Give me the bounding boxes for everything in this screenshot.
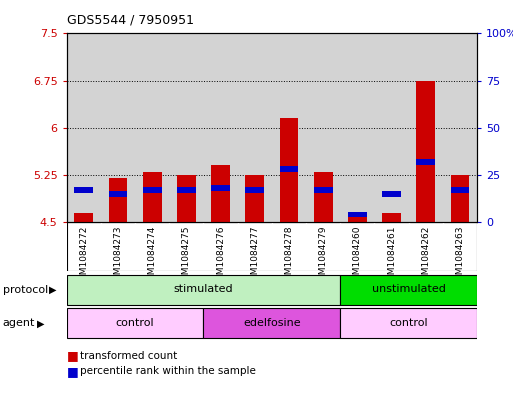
Text: stimulated: stimulated (174, 284, 233, 294)
Text: ▶: ▶ (49, 285, 56, 295)
Bar (417, 159, 435, 165)
Bar (417, 81, 435, 222)
Bar (382, 191, 401, 196)
Bar (109, 191, 127, 196)
Bar (67, 33, 101, 222)
Bar (67, 308, 204, 338)
Bar (177, 175, 196, 222)
Bar (67, 275, 340, 305)
Bar (314, 172, 332, 222)
Text: transformed count: transformed count (80, 351, 177, 361)
Bar (450, 175, 469, 222)
Text: ▶: ▶ (37, 318, 45, 329)
Text: GSM1084279: GSM1084279 (319, 226, 328, 286)
Bar (280, 118, 299, 222)
Text: edelfosine: edelfosine (243, 318, 301, 328)
Text: GDS5544 / 7950951: GDS5544 / 7950951 (67, 14, 194, 27)
Text: GSM1084275: GSM1084275 (182, 226, 191, 286)
Bar (74, 187, 93, 193)
Text: GSM1084274: GSM1084274 (148, 226, 156, 286)
Text: protocol: protocol (3, 285, 48, 295)
Text: GSM1084263: GSM1084263 (456, 226, 464, 286)
Text: unstimulated: unstimulated (372, 284, 446, 294)
Bar (74, 213, 93, 222)
Text: GSM1084273: GSM1084273 (113, 226, 123, 286)
Text: GSM1084272: GSM1084272 (80, 226, 88, 286)
Text: percentile rank within the sample: percentile rank within the sample (80, 366, 255, 376)
Bar (204, 308, 340, 338)
Bar (211, 165, 230, 222)
Bar (340, 33, 374, 222)
Bar (238, 33, 272, 222)
Bar (109, 178, 127, 222)
Bar (314, 187, 332, 193)
Bar (340, 275, 477, 305)
Text: GSM1084277: GSM1084277 (250, 226, 259, 286)
Bar (348, 212, 367, 217)
Bar (272, 33, 306, 222)
Text: GSM1084276: GSM1084276 (216, 226, 225, 286)
Text: ■: ■ (67, 349, 78, 362)
Bar (245, 175, 264, 222)
Bar (204, 33, 238, 222)
Text: GSM1084262: GSM1084262 (421, 226, 430, 286)
Bar (135, 33, 169, 222)
Bar (306, 33, 340, 222)
Bar (101, 33, 135, 222)
Text: GSM1084260: GSM1084260 (353, 226, 362, 286)
Bar (245, 187, 264, 193)
Bar (143, 172, 162, 222)
Bar (450, 187, 469, 193)
Bar (348, 213, 367, 222)
Bar (211, 185, 230, 191)
Text: GSM1084261: GSM1084261 (387, 226, 396, 286)
Bar (409, 33, 443, 222)
Text: control: control (116, 318, 154, 328)
Bar (169, 33, 204, 222)
Text: GSM1084278: GSM1084278 (285, 226, 293, 286)
Bar (177, 187, 196, 193)
Bar (374, 33, 409, 222)
Text: ■: ■ (67, 365, 78, 378)
Bar (340, 308, 477, 338)
Text: control: control (389, 318, 428, 328)
Bar (143, 187, 162, 193)
Bar (443, 33, 477, 222)
Bar (280, 166, 299, 172)
Text: agent: agent (3, 318, 35, 329)
Bar (382, 213, 401, 222)
